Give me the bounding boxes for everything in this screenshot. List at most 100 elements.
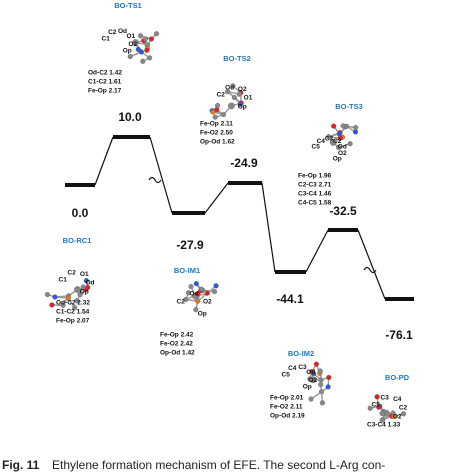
energy-profile: 0.0 BO-RC1 Od-C2 2.32 C1-C2 1.54 Fe-Op 2.07 1…	[56, 1, 414, 429]
connector	[305, 229, 329, 273]
atom-ball	[379, 410, 385, 416]
atom-ball	[188, 283, 194, 290]
atom-label: C2	[68, 269, 77, 276]
atom-ball	[65, 295, 71, 301]
energy-label: -32.5	[329, 204, 357, 218]
atom-ball	[135, 46, 141, 53]
atom-ball	[211, 288, 218, 295]
atom-label: O2	[338, 150, 347, 157]
atom-ball	[72, 305, 78, 311]
caption-label: Fig. 11	[2, 458, 40, 472]
atom-ball	[147, 55, 153, 61]
geometry-label: C4-C5 1.58	[298, 200, 332, 207]
atom-ball	[213, 283, 219, 289]
atom-ball	[212, 114, 218, 120]
atom-label: Op	[198, 311, 207, 318]
atom-ball	[210, 109, 216, 115]
geometry-label: Od-C2 2.32	[56, 300, 90, 307]
atom-ball	[142, 36, 149, 42]
atom-ball	[80, 284, 86, 290]
atom-ball	[236, 91, 242, 97]
atom-ball	[352, 129, 359, 135]
atom-label: C2	[217, 91, 226, 98]
atom-ball	[379, 417, 385, 423]
atom-ball	[391, 413, 397, 420]
connector	[357, 229, 386, 300]
energy-label: 10.0	[118, 110, 142, 124]
geometry-label: C3-C4 1.46	[298, 191, 332, 198]
atom-ball	[318, 381, 324, 388]
atom-label: C5	[312, 143, 321, 150]
atom-ball	[313, 361, 319, 367]
atom-ball	[237, 101, 243, 107]
atom-ball	[185, 290, 192, 296]
state-name: BO-RC1	[63, 236, 92, 245]
atom-ball	[195, 291, 201, 297]
geometry-label: Fe-Op 2.42	[160, 332, 194, 339]
geometry-label: C3-C4 1.33	[367, 422, 401, 429]
atom-ball	[340, 123, 346, 129]
atom-ball	[318, 377, 324, 383]
atom-ball	[183, 296, 189, 303]
atom-label: C4	[288, 365, 297, 372]
geometry-label: C2-C3 2.71	[298, 182, 332, 189]
atom-label: C1	[59, 276, 68, 283]
connector	[204, 182, 229, 214]
atom-ball	[401, 411, 407, 417]
geometry-label: Op-Od 1.42	[160, 350, 195, 357]
atom-ball	[326, 374, 332, 381]
atom-ball	[353, 125, 359, 131]
atom-label: C5	[282, 371, 291, 378]
atom-label: C3	[381, 394, 390, 401]
atom-ball	[215, 102, 221, 109]
geometry-label: Fe-Op 2.07	[56, 318, 90, 325]
atom-ball	[148, 36, 154, 42]
geometry-label: Fe-O2 2.42	[160, 341, 193, 348]
atom-label: Od	[189, 291, 198, 298]
state-name: BO-TS3	[335, 102, 363, 111]
geometry-label: C1-C2 1.61	[88, 79, 122, 86]
atom-ball	[44, 291, 50, 298]
atom-label: Od	[85, 280, 94, 287]
atom-ball	[52, 294, 58, 300]
atom-label: O2	[203, 298, 212, 305]
atom-ball	[319, 400, 325, 406]
atom-label: O2	[308, 377, 317, 384]
energy-label: -76.1	[385, 328, 413, 342]
atom-label: Op	[333, 156, 342, 163]
atom-label: O2	[128, 41, 137, 48]
atom-label: Od	[118, 28, 127, 35]
atom-ball	[374, 394, 380, 400]
atom-label: O1	[126, 33, 135, 40]
atom-ball	[204, 290, 210, 296]
atom-label: O2	[393, 414, 402, 421]
atom-ball	[193, 307, 199, 313]
atom-ball	[347, 141, 353, 147]
atom-label: Op	[123, 48, 132, 55]
state-name: BO-IM2	[288, 349, 314, 358]
geometry-label: Fe-Op 2.01	[270, 395, 304, 402]
geometry-label: Op-Od 1.62	[200, 139, 235, 146]
atom-ball	[325, 384, 331, 390]
atom-ball	[230, 83, 236, 89]
atom-ball	[225, 89, 231, 95]
axis-break	[363, 266, 377, 274]
geometry-label: Fe-O2 2.50	[200, 130, 233, 137]
atom-ball	[308, 396, 314, 402]
atom-label: O2	[238, 86, 247, 93]
atom-label: C4	[393, 396, 402, 403]
atom-label: Op	[303, 384, 312, 391]
atom-label: C2	[177, 298, 186, 305]
atom-ball	[335, 144, 342, 150]
atom-ball	[60, 302, 66, 308]
atom-label: C2	[399, 405, 408, 412]
atom-label: C4	[317, 138, 326, 145]
state-name: BO-TS2	[223, 54, 251, 63]
atom-ball	[367, 405, 373, 411]
atom-label: C1	[102, 35, 111, 42]
atom-ball	[127, 54, 133, 60]
connector	[261, 182, 276, 273]
atom-ball	[337, 135, 343, 141]
atom-ball	[309, 369, 315, 375]
